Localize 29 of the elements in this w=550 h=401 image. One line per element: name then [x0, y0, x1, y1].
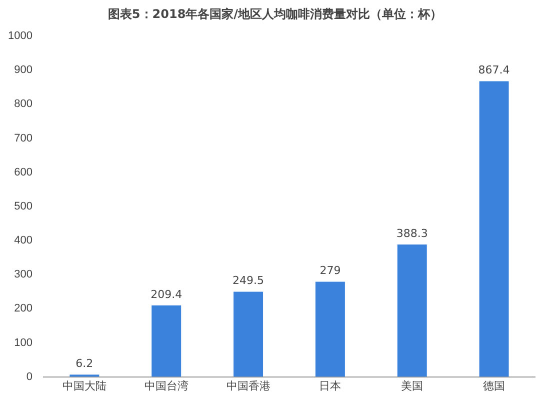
y-tick-label: 400 [14, 234, 32, 247]
data-label: 279 [320, 264, 341, 278]
x-tick-label: 中国大陆 [62, 379, 106, 392]
x-tick-label: 中国台湾 [144, 379, 188, 392]
y-tick-label: 600 [14, 166, 32, 178]
x-tick-label: 日本 [319, 379, 342, 392]
chart-title: 图表5：2018年各国家/地区人均咖啡消费量对比（单位：杯） [106, 6, 444, 23]
bar [479, 81, 509, 377]
bar [152, 305, 182, 377]
data-label: 209.4 [150, 288, 182, 301]
y-tick-label: 800 [14, 98, 32, 110]
x-tick-label: 德国 [483, 380, 506, 392]
x-tick-label: 美国 [401, 379, 424, 392]
bar [234, 292, 264, 377]
y-tick-label: 1000 [8, 30, 32, 42]
y-tick-label: 900 [14, 64, 32, 76]
y-tick-label: 200 [14, 302, 32, 315]
data-label: 6.2 [76, 357, 94, 370]
y-tick-label: 300 [14, 268, 32, 281]
bar [315, 282, 345, 377]
data-label: 249.5 [232, 274, 264, 288]
y-tick-label: 500 [14, 200, 32, 212]
y-tick-label: 0 [26, 370, 32, 383]
x-tick-label: 中国香港 [226, 379, 270, 392]
bar [397, 244, 427, 377]
y-tick-label: 700 [14, 132, 32, 144]
data-label: 867.4 [478, 64, 510, 77]
data-label: 388.3 [396, 226, 428, 240]
y-tick-label: 100 [14, 336, 32, 349]
